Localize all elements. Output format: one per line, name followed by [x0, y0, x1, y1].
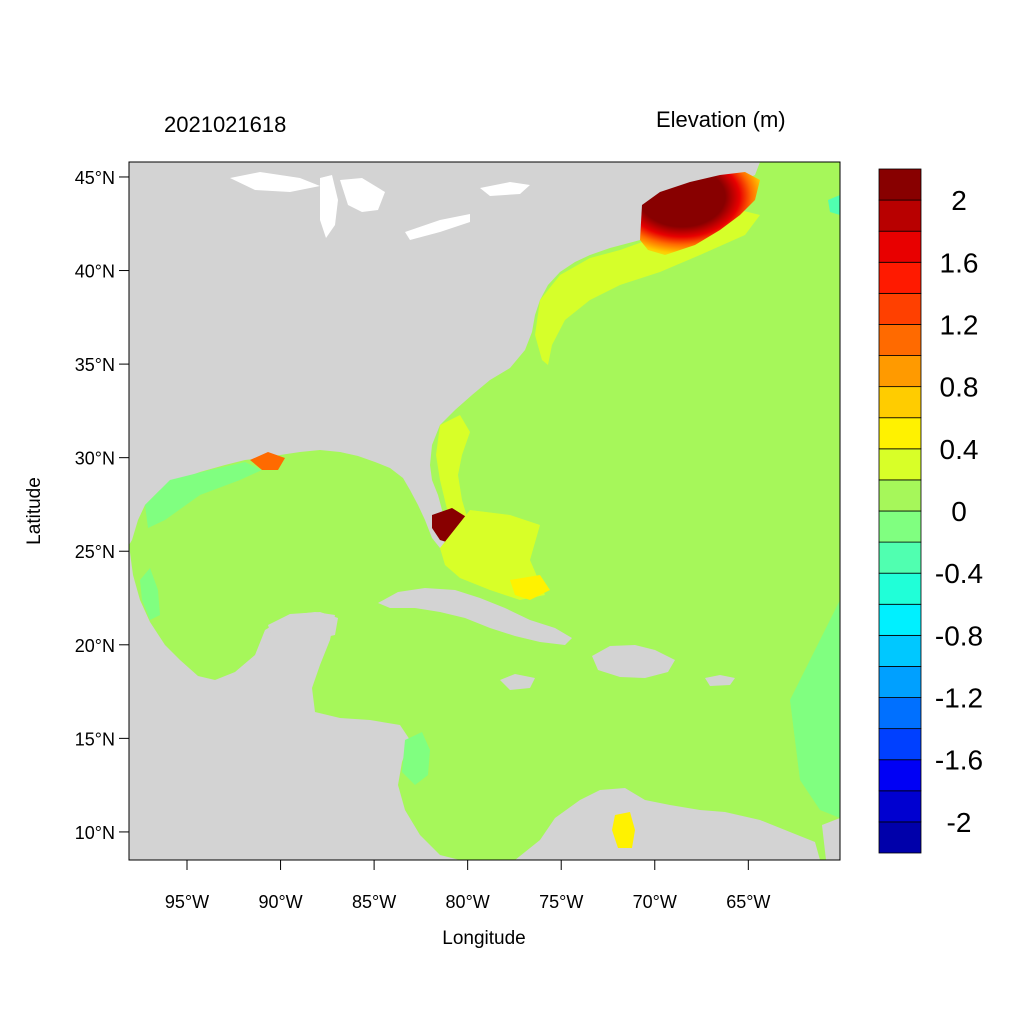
land-south-america [515, 788, 820, 860]
colorbar-swatch [878, 541, 922, 574]
variable-title: Elevation (m) [656, 107, 786, 132]
colorbar-label: -0.8 [935, 620, 983, 651]
lon-tick-label: 95°W [165, 892, 209, 912]
land-jamaica [500, 674, 535, 690]
lake-superior [230, 172, 320, 192]
lat-tick-label: 15°N [75, 729, 115, 749]
colorbar-label: -1.2 [935, 683, 983, 714]
lat-tick-label: 30°N [75, 449, 115, 469]
lat-tick-label: 40°N [75, 262, 115, 282]
colorbar-swatch [878, 728, 922, 761]
colorbar-swatch [878, 759, 922, 792]
colorbar-swatch [878, 790, 922, 823]
east-caribbean-low [790, 600, 840, 818]
louisiana-surge [250, 452, 285, 470]
colorbar-swatch [878, 386, 922, 419]
colorbar-swatch [878, 355, 922, 388]
colorbar-swatch [878, 697, 922, 730]
maracaibo-surge [612, 812, 635, 848]
colorbar-label: 2 [951, 185, 967, 216]
lon-tick-label: 90°W [258, 892, 302, 912]
colorbar-swatch [878, 261, 922, 294]
lat-tick-label: 25°N [75, 542, 115, 562]
map-frame [128, 161, 841, 861]
colorbar-swatch [878, 479, 922, 512]
land-north-america [129, 162, 760, 548]
honduras-low [402, 732, 430, 785]
colorbar-label: 0.4 [940, 434, 979, 465]
florida-east-surge [436, 415, 470, 528]
colorbar: 2 1.6 1.2 0.8 0.4 0 -0.4 -0.8 -1.2 -1.6 -2 [878, 168, 983, 854]
colorbar-swatch [878, 510, 922, 543]
colorbar-swatch [878, 230, 922, 263]
colorbar-label: -2 [947, 807, 972, 838]
latitude-axis: 10°N 15°N 20°N 25°N 30°N 35°N 40°N 45°N [75, 168, 129, 843]
map-plot-area [129, 162, 840, 860]
colorbar-swatch [878, 666, 922, 698]
colorbar-swatch [878, 324, 922, 356]
atlantic-shelf-surge [535, 210, 760, 365]
colorbar-label: 1.2 [940, 309, 979, 340]
lake-ontario [480, 182, 530, 196]
land-central-america [129, 545, 460, 860]
colorbar-swatch [878, 448, 922, 481]
colorbar-swatch [878, 821, 922, 854]
x-axis-title: Longitude [442, 928, 525, 949]
lon-tick-label: 85°W [352, 892, 396, 912]
lon-tick-label: 65°W [726, 892, 770, 912]
lon-tick-label: 80°W [446, 892, 490, 912]
y-axis-title: Latitude [24, 477, 45, 545]
land-cuba [378, 588, 572, 645]
land-puerto-rico [705, 675, 735, 686]
longitude-axis: 95°W 90°W 85°W 80°W 75°W 70°W 65°W [165, 860, 770, 912]
gulf-west-coast-low [140, 568, 160, 620]
east-edge-low [828, 195, 840, 215]
colorbar-swatch [878, 292, 922, 325]
lake-michigan [320, 175, 338, 238]
northeast-surge [640, 172, 760, 255]
lake-erie [405, 214, 470, 240]
lon-tick-label: 70°W [633, 892, 677, 912]
colorbar-label: -0.4 [935, 558, 983, 589]
colorbar-swatch [878, 199, 922, 232]
land-hispaniola [592, 645, 675, 678]
lat-tick-label: 45°N [75, 168, 115, 188]
lon-tick-label: 75°W [539, 892, 583, 912]
colorbar-label: 1.6 [940, 247, 979, 278]
lat-tick-label: 10°N [75, 823, 115, 843]
gulf-north-coast-low [145, 462, 262, 528]
colorbar-swatch [878, 634, 922, 667]
colorbar-label: -1.6 [935, 745, 983, 776]
colorbar-label: 0 [951, 496, 967, 527]
colorbar-swatch [878, 168, 922, 201]
land-yucatan [268, 612, 338, 640]
land-trinidad [822, 818, 840, 860]
timestamp-title: 2021021618 [164, 112, 287, 137]
bahamas-peak [510, 575, 550, 600]
colorbar-swatch [878, 603, 922, 636]
lat-tick-label: 20°N [75, 636, 115, 656]
lat-tick-label: 35°N [75, 355, 115, 375]
colorbar-swatch [878, 417, 922, 450]
bahamas-surge [440, 510, 545, 600]
colorbar-label: 0.8 [940, 372, 979, 403]
colorbar-swatch [878, 572, 922, 605]
lake-huron [340, 178, 385, 212]
